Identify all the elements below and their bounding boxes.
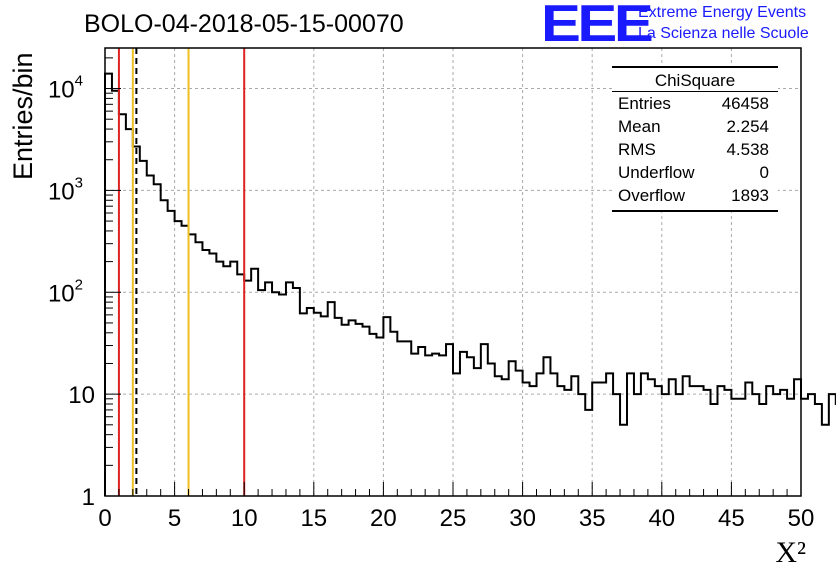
eee-logo: EEE	[541, 0, 654, 53]
stat-name: Mean	[618, 117, 661, 136]
x-tick-label: 0	[98, 505, 111, 532]
x-tick-label: 40	[648, 505, 675, 532]
stats-box: ChiSquare Entries 46458 Mean 2.254 RMS 4…	[612, 66, 778, 212]
stat-value: 0	[759, 163, 769, 182]
x-tick-label: 50	[788, 505, 815, 532]
stat-row-underflow: Underflow 0	[618, 163, 769, 186]
stat-name: Overflow	[618, 186, 686, 205]
x-tick-label: 30	[509, 505, 536, 532]
x-tick-label: 20	[370, 505, 397, 532]
stat-row-entries: Entries 46458	[618, 94, 769, 117]
stats-title: ChiSquare	[654, 71, 736, 90]
y-axis-label: Entries/bin	[8, 52, 38, 180]
x-tick-label: 15	[300, 505, 327, 532]
y-tick-label: 104	[48, 73, 83, 104]
stats-separator	[612, 91, 778, 92]
stat-value: 4.538	[726, 140, 769, 159]
logo-line-2: La Scienza nelle Scuole	[638, 25, 809, 42]
y-tick-label: 10	[68, 382, 95, 409]
x-tick-label: 25	[440, 505, 467, 532]
stat-name: Entries	[618, 94, 671, 113]
stat-name: RMS	[618, 140, 656, 159]
y-tick-label: 102	[48, 276, 83, 307]
chart-title: BOLO-04-2018-05-15-00070	[84, 10, 404, 38]
stat-row-rms: RMS 4.538	[618, 140, 769, 163]
logo-line-1: Extreme Energy Events	[638, 4, 807, 21]
x-tick-label: 35	[579, 505, 606, 532]
x-axis-label: X²	[775, 536, 806, 569]
stat-value: 46458	[721, 94, 769, 113]
stat-name: Underflow	[618, 163, 695, 182]
x-tick-label: 5	[168, 505, 181, 532]
histogram-series	[104, 72, 836, 496]
x-tick-label: 45	[718, 505, 745, 532]
stat-row-overflow: Overflow 1893	[618, 186, 769, 209]
stat-value: 1893	[731, 186, 769, 205]
stat-value: 2.254	[726, 117, 769, 136]
stat-row-mean: Mean 2.254	[618, 117, 769, 140]
y-tick-label: 1	[82, 484, 95, 511]
x-tick-label: 10	[231, 505, 258, 532]
y-tick-label: 103	[48, 174, 83, 205]
